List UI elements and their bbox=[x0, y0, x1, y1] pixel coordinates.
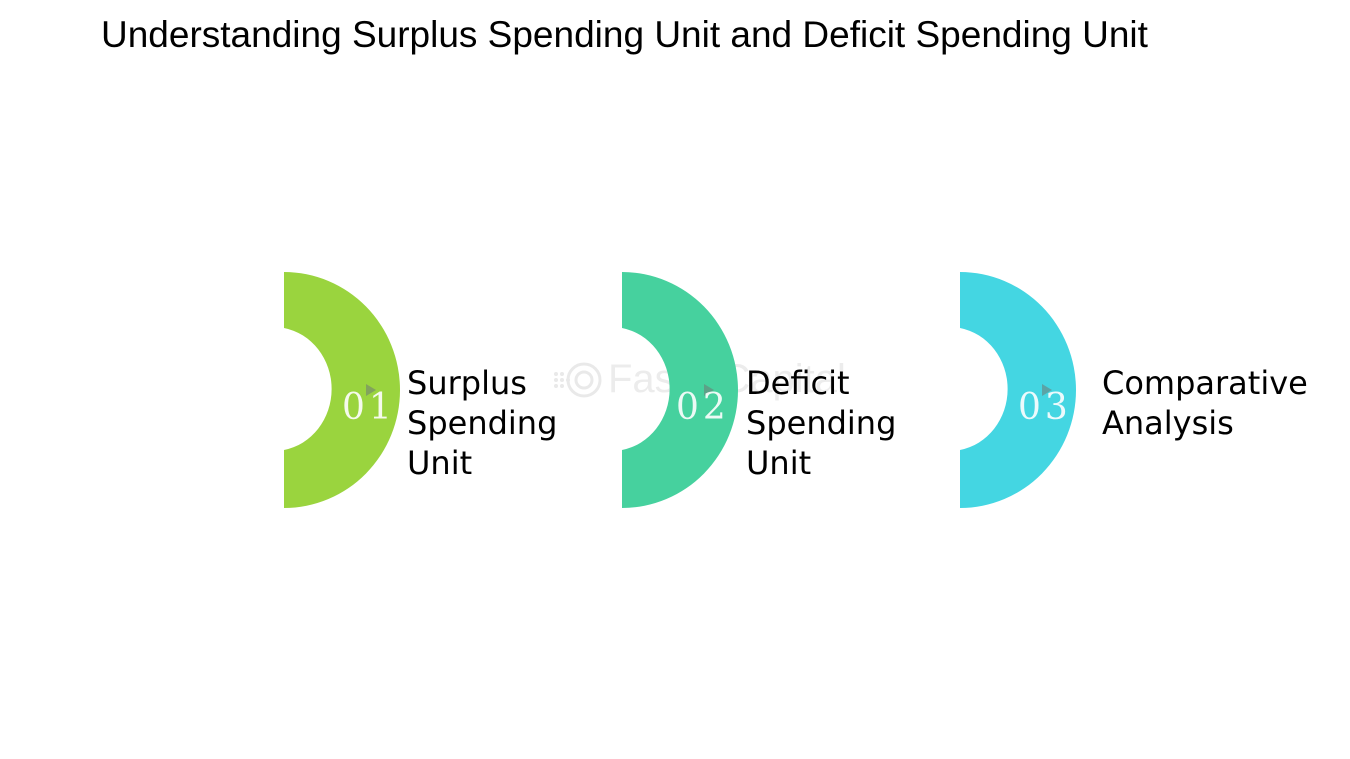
step-2-arc-shape bbox=[622, 272, 738, 508]
step-3-number: 03 bbox=[1018, 387, 1072, 428]
step-3: 03 Comparative Analysis bbox=[960, 268, 1345, 512]
step-1-label: Surplus Spending Unit bbox=[407, 364, 558, 482]
step-3-arc-shape bbox=[960, 272, 1076, 508]
step-2-label: Deficit Spending Unit bbox=[746, 364, 897, 482]
step-1-arc-shape bbox=[284, 272, 400, 508]
step-1: 01 Surplus Spending Unit bbox=[284, 268, 584, 512]
page-title: Understanding Surplus Spending Unit and … bbox=[101, 14, 1148, 55]
step-3-label: Comparative Analysis bbox=[1102, 364, 1308, 442]
step-2-number: 02 bbox=[676, 387, 730, 428]
step-1-number: 01 bbox=[342, 387, 396, 428]
step-2: 02 Deficit Spending Unit bbox=[622, 268, 922, 512]
